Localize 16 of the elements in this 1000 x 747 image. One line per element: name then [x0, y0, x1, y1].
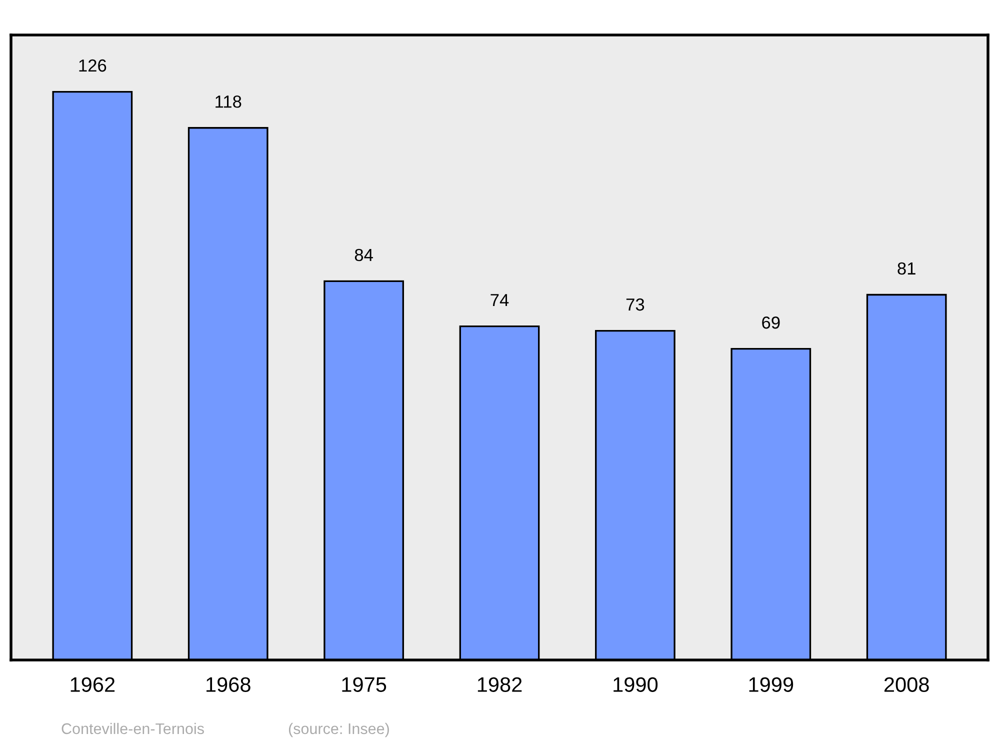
x-tick-label: 1968	[206, 677, 250, 692]
x-tick-label: 1962	[70, 677, 115, 692]
x-tick-label: 1975	[342, 677, 386, 692]
data-label: 73	[626, 298, 644, 311]
data-label: 84	[354, 248, 373, 262]
x-tick-label: 1999	[749, 677, 794, 692]
data-label: 126	[79, 59, 106, 72]
text: Conteville-en-Ternois	[62, 722, 204, 734]
x-tick-label: 1982	[478, 677, 522, 692]
data-label: 118	[216, 96, 242, 108]
x-tick-label: 2008	[884, 677, 929, 692]
data-label: 69	[762, 316, 780, 329]
data-label: 81	[898, 262, 916, 275]
data-label: 74	[490, 294, 509, 306]
x-tick-label: 1990	[614, 677, 658, 692]
text: (source: Insee)	[288, 722, 389, 738]
